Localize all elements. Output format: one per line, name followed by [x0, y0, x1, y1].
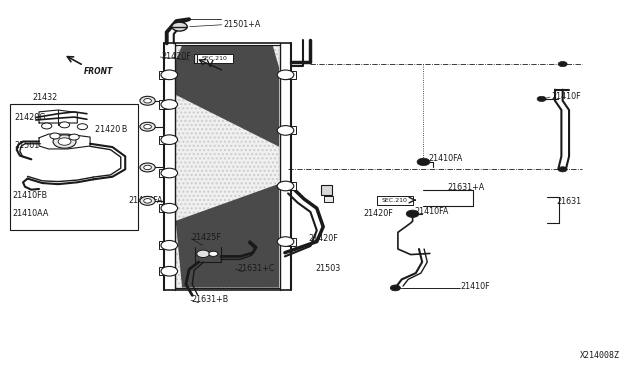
Circle shape: [196, 250, 209, 257]
Text: 21420F: 21420F: [308, 234, 339, 243]
Circle shape: [140, 163, 156, 172]
Circle shape: [140, 196, 156, 205]
Text: 21631+A: 21631+A: [448, 183, 485, 192]
Text: 21432: 21432: [33, 93, 58, 102]
Text: X214008Z: X214008Z: [580, 351, 620, 360]
Circle shape: [209, 251, 218, 256]
Text: 21410F: 21410F: [551, 92, 581, 101]
Circle shape: [53, 135, 76, 148]
Circle shape: [558, 61, 567, 67]
Circle shape: [161, 168, 177, 178]
Circle shape: [537, 96, 546, 102]
Text: 21425F: 21425F: [191, 232, 221, 242]
Polygon shape: [175, 45, 279, 147]
Circle shape: [406, 210, 419, 218]
Circle shape: [42, 123, 52, 129]
Text: 21420 B: 21420 B: [95, 125, 127, 134]
Bar: [159, 169, 168, 177]
Text: 21420F: 21420F: [162, 52, 191, 61]
Circle shape: [417, 158, 430, 166]
Text: 21410FB: 21410FB: [12, 191, 47, 200]
Circle shape: [161, 266, 177, 276]
Circle shape: [69, 134, 79, 140]
Text: 21410FA: 21410FA: [429, 154, 463, 163]
Bar: [287, 182, 296, 190]
Bar: [193, 54, 204, 62]
Text: 21410F: 21410F: [461, 282, 490, 291]
Bar: [197, 54, 232, 62]
Bar: [159, 204, 168, 212]
Text: 21501+A: 21501+A: [223, 20, 260, 29]
Text: FRONT: FRONT: [84, 67, 113, 76]
Circle shape: [60, 122, 70, 128]
Circle shape: [277, 181, 294, 191]
Circle shape: [144, 125, 152, 129]
Text: SEC.210: SEC.210: [382, 198, 408, 203]
Circle shape: [161, 240, 177, 250]
Text: SEC.210: SEC.210: [202, 56, 228, 61]
Bar: [287, 237, 296, 246]
Text: 21420G: 21420G: [15, 113, 46, 122]
Bar: [10, 105, 138, 231]
Circle shape: [140, 122, 156, 131]
Circle shape: [172, 22, 187, 31]
Bar: [159, 241, 168, 249]
Circle shape: [558, 167, 567, 172]
Circle shape: [390, 285, 401, 291]
Text: 21420FA: 21420FA: [129, 196, 163, 205]
Text: 21410FA: 21410FA: [415, 207, 449, 216]
Circle shape: [277, 70, 294, 80]
Bar: [159, 100, 168, 109]
Circle shape: [144, 99, 152, 103]
Circle shape: [277, 126, 294, 135]
Circle shape: [140, 96, 156, 105]
Bar: [324, 196, 333, 202]
Circle shape: [77, 124, 88, 130]
Polygon shape: [175, 184, 279, 288]
Circle shape: [161, 203, 177, 213]
Circle shape: [50, 133, 60, 139]
Circle shape: [144, 199, 152, 203]
Text: 21631+C: 21631+C: [237, 264, 275, 273]
Circle shape: [277, 237, 294, 246]
Bar: [287, 71, 296, 79]
Circle shape: [144, 165, 152, 170]
Text: 21631: 21631: [556, 197, 581, 206]
Circle shape: [161, 135, 177, 144]
Circle shape: [161, 70, 177, 80]
Text: 21420F: 21420F: [364, 209, 393, 218]
Text: 21503: 21503: [315, 264, 340, 273]
Bar: [378, 196, 413, 205]
Text: 21631+B: 21631+B: [191, 295, 228, 304]
Text: 21501: 21501: [15, 141, 40, 151]
Bar: [159, 136, 168, 144]
Bar: [321, 185, 332, 195]
Circle shape: [58, 138, 71, 145]
Bar: [159, 267, 168, 275]
Bar: [287, 126, 296, 135]
Circle shape: [161, 100, 177, 109]
Bar: [159, 71, 168, 79]
Polygon shape: [175, 45, 279, 288]
Text: 21410AA: 21410AA: [12, 209, 49, 218]
